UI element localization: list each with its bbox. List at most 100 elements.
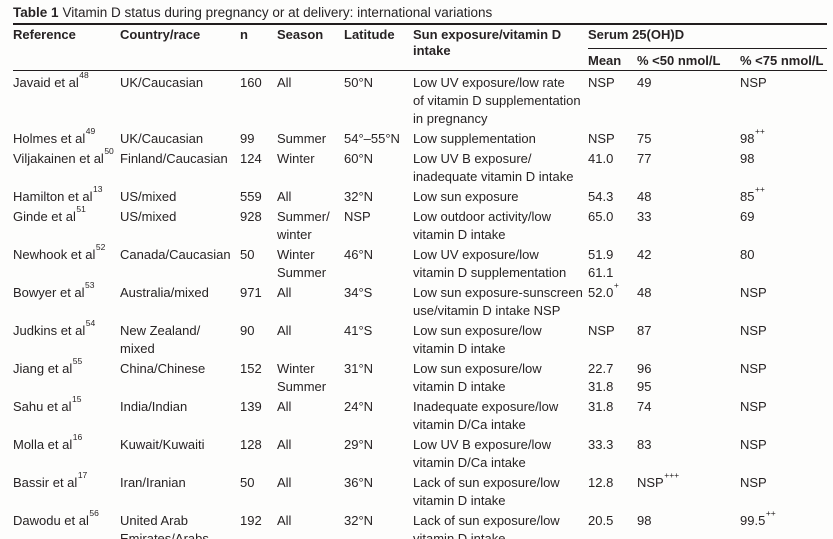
superscript-note: 54: [85, 317, 96, 328]
col-header-mean: Mean: [588, 53, 622, 68]
cell-country: United Arab Emirates/Arabs: [120, 512, 240, 539]
cell-country: UK/Caucasian: [120, 130, 240, 148]
cell-text: Australia/mixed: [120, 285, 209, 300]
cell-text: 80: [740, 247, 755, 262]
cell-latitude: 60°N: [344, 150, 413, 186]
col-header-reference: Reference: [13, 27, 76, 42]
cell-text: Newhook et al52: [13, 241, 106, 262]
cell-pct75: 85++: [740, 185, 827, 206]
cell-text: All: [277, 285, 292, 300]
cell-text: 32°N: [344, 189, 374, 204]
col-header-season: Season: [277, 27, 324, 42]
cell-text: Low UV B exposure/: [413, 151, 532, 166]
cell-exposure: Lack of sun exposure/low vitamin D intake: [413, 474, 588, 510]
cell-text: China/Chinese: [120, 361, 206, 376]
cell-text: Low sun exposure-sunscreen: [413, 285, 583, 300]
cell-n: 128: [240, 436, 277, 472]
superscript-note: 55: [72, 355, 83, 366]
table-row: Ginde et al51 US/mixed 928 Summer/winter NSP…: [13, 205, 827, 244]
cell-text: 51.9: [588, 247, 614, 262]
cell-n: 971: [240, 284, 277, 320]
cell-pct50: 33: [637, 208, 740, 244]
cell-reference: Judkins et al54: [13, 317, 120, 358]
cell-season: All: [277, 284, 344, 320]
cell-exposure: Low sun exposure: [413, 188, 588, 206]
cell-country: India/Indian: [120, 398, 240, 434]
cell-text: Kuwait/Kuwaiti: [120, 437, 205, 452]
cell-pct50: 87: [637, 322, 740, 358]
cell-text: Finland/Caucasian: [120, 151, 228, 166]
cell-country: Canada/Caucasian: [120, 246, 240, 282]
cell-n: 139: [240, 398, 277, 434]
cell-text: All: [277, 189, 292, 204]
table-row: Judkins et al54 New Zealand/mixed 90 All 41°…: [13, 317, 827, 358]
cell-n: 192: [240, 512, 277, 539]
cell-season: Summer/winter: [277, 208, 344, 244]
cell-text: 128: [240, 437, 262, 452]
cell-text: 60°N: [344, 151, 374, 166]
cell-text: Summer: [277, 131, 327, 146]
cell-mean: 54.3: [588, 188, 637, 206]
cell-text: Winter: [277, 247, 315, 262]
table-row: Newhook et al52 Canada/Caucasian 50 Winter S…: [13, 241, 827, 282]
cell-text: 928: [240, 209, 262, 224]
cell-text: Canada/Caucasian: [120, 247, 231, 262]
cell-text: Hamilton et al13: [13, 183, 103, 204]
cell-text: NSP: [588, 323, 615, 338]
superscript-note: 51: [76, 203, 86, 214]
cell-pct75: 69: [740, 208, 827, 244]
table-row: Viljakainen et al50 Finland/Caucasian 124 W…: [13, 147, 827, 186]
table-row: Molla et al16 Kuwait/Kuwaiti 128 All 29°N Low…: [13, 433, 827, 472]
cell-text: vitamin D supplementation: [413, 265, 567, 280]
cell-text: 98: [740, 151, 755, 166]
cell-country: Finland/Caucasian: [120, 150, 240, 186]
superscript-note: 15: [72, 393, 82, 404]
table-row: Javaid et al48 UK/Caucasian 160 All 50°N Low …: [13, 71, 827, 128]
cell-text: India/Indian: [120, 399, 188, 414]
cell-text: Summer: [277, 379, 327, 394]
cell-reference: Newhook et al52: [13, 241, 120, 282]
cell-pct75: NSP: [740, 322, 827, 358]
cell-reference: Hamilton et al13: [13, 183, 120, 206]
cell-text: NSP: [588, 75, 615, 90]
cell-text: 41°S: [344, 323, 373, 338]
cell-exposure: Low UV exposure/low vitamin D supplementa…: [413, 246, 588, 282]
cell-text: 95: [637, 379, 652, 394]
cell-text: 31°N: [344, 361, 374, 376]
cell-text: Summer: [277, 265, 327, 280]
cell-exposure: Low sun exposure/low vitamin D intake: [413, 322, 588, 358]
cell-text: Judkins et al54: [13, 317, 96, 338]
cell-text: 31.8: [588, 379, 614, 394]
cell-text: All: [277, 399, 292, 414]
cell-text: Low sun exposure/low: [413, 361, 542, 376]
cell-pct75: 98++: [740, 127, 827, 148]
cell-text: US/mixed: [120, 189, 177, 204]
cell-latitude: NSP: [344, 208, 413, 244]
cell-text: vitamin D intake: [413, 531, 506, 539]
cell-text: NSP: [740, 437, 767, 452]
cell-text: Winter: [277, 361, 315, 376]
cell-latitude: 41°S: [344, 322, 413, 358]
cell-text: 32°N: [344, 513, 374, 528]
cell-text: Bassir et al17: [13, 469, 88, 490]
cell-text: Low sun exposure/low: [413, 323, 542, 338]
cell-season: Winter Summer: [277, 360, 344, 396]
cell-season: All: [277, 474, 344, 510]
cell-exposure: Low outdoor activity/low vitamin D intake: [413, 208, 588, 244]
cell-pct50: 98: [637, 512, 740, 539]
cell-text: of vitamin D supplementation: [413, 93, 581, 108]
superscript-note: 17: [77, 469, 88, 480]
superscript-note: 13: [92, 183, 103, 194]
cell-pct75: NSP: [740, 474, 827, 510]
cell-pct75: 99.5++: [740, 509, 827, 539]
cell-text: NSP: [740, 475, 767, 490]
cell-text: Inadequate exposure/low: [413, 399, 559, 414]
cell-pct75: NSP: [740, 398, 827, 434]
cell-text: NSP: [740, 399, 767, 414]
cell-text: Holmes et al49: [13, 125, 96, 146]
cell-latitude: 50°N: [344, 74, 413, 128]
cell-country: Kuwait/Kuwaiti: [120, 436, 240, 472]
cell-mean: 20.5: [588, 512, 637, 539]
cell-reference: Holmes et al49: [13, 125, 120, 148]
table-row: Bowyer et al53 Australia/mixed 971 All 34°S L…: [13, 281, 827, 320]
